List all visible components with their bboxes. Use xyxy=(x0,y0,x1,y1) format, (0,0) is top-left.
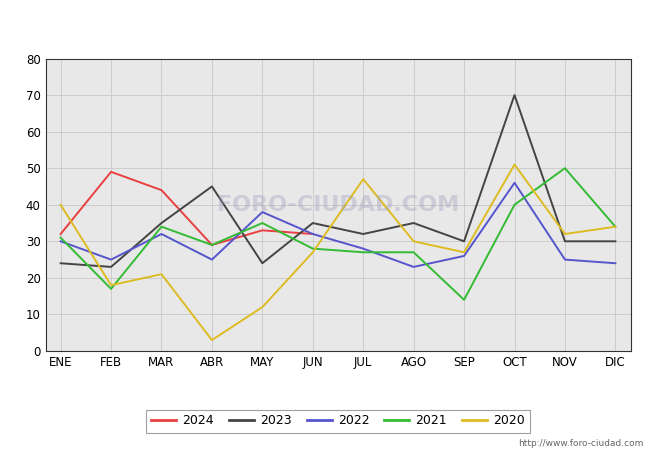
Text: http://www.foro-ciudad.com: http://www.foro-ciudad.com xyxy=(518,439,644,448)
Legend: 2024, 2023, 2022, 2021, 2020: 2024, 2023, 2022, 2021, 2020 xyxy=(146,410,530,432)
Text: Matriculaciones de Vehiculos en Puerto Lumbreras: Matriculaciones de Vehiculos en Puerto L… xyxy=(115,14,535,32)
Text: FORO-CIUDAD.COM: FORO-CIUDAD.COM xyxy=(217,195,459,215)
